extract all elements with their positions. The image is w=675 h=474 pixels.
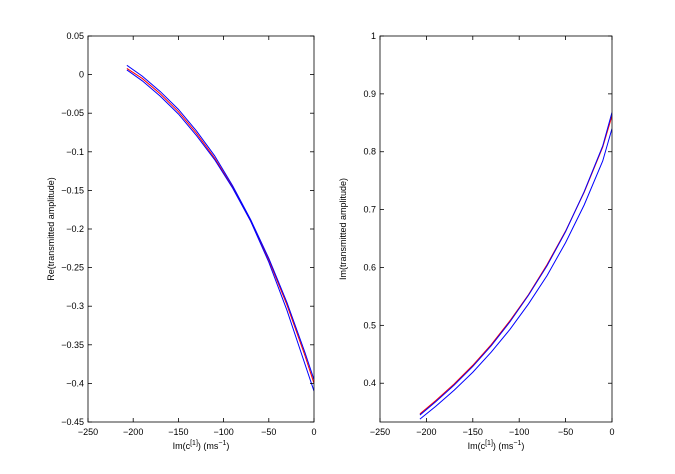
right-y-axis-label: Im(transmitted amplitude) bbox=[338, 178, 348, 280]
left-x-tick-label: −50 bbox=[261, 427, 276, 437]
right-x-tick-label: −50 bbox=[558, 427, 573, 437]
right-x-axis-label: Im(c[1]) (ms−1) bbox=[468, 440, 525, 451]
left-y-tick-label: −0.2 bbox=[66, 224, 84, 234]
left-x-tick-label: −150 bbox=[168, 427, 188, 437]
left-series-line-1 bbox=[126, 68, 314, 384]
right-y-ticks: 0.4 0.5 0.6 0.7 0.8 0.9 1 bbox=[363, 31, 612, 388]
right-chart-panel: −250 −200 −150 −100 −50 0 0.4 0.5 0.6 0.7 0.8 0.9 1… bbox=[338, 31, 615, 451]
right-series-line-2 bbox=[419, 112, 612, 416]
left-x-axis-label-tail: ) (ms bbox=[198, 441, 219, 451]
left-x-tick-label: −100 bbox=[213, 427, 233, 437]
right-x-tick-label: −150 bbox=[463, 427, 483, 437]
left-y-tick-label: −0.1 bbox=[66, 147, 84, 157]
right-y-tick-label: 0.5 bbox=[363, 320, 376, 330]
left-y-tick-label: −0.3 bbox=[66, 301, 84, 311]
right-x-axis-label-main: Im(c bbox=[468, 441, 486, 451]
left-axes-frame bbox=[87, 35, 315, 423]
right-y-tick-label: 0.4 bbox=[363, 378, 376, 388]
left-plot-area bbox=[126, 64, 314, 392]
left-y-tick-label: −0.25 bbox=[61, 263, 84, 273]
left-y-tick-label: 0.05 bbox=[66, 31, 84, 41]
right-y-tick-label: 1 bbox=[371, 31, 376, 41]
left-x-tick-label: −250 bbox=[78, 427, 98, 437]
right-x-tick-label: −200 bbox=[416, 427, 436, 437]
left-y-tick-label: −0.05 bbox=[61, 108, 84, 118]
right-x-axis-label-tail: ) (ms bbox=[493, 441, 514, 451]
right-x-ticks: −250 −200 −150 −100 −50 0 bbox=[370, 36, 615, 437]
right-axes-frame bbox=[379, 35, 613, 423]
right-y-tick-label: 0.7 bbox=[363, 205, 376, 215]
left-y-ticks: −0.45 −0.4 −0.35 −0.3 −0.25 −0.2 −0.15 −0.1 −0.0… bbox=[61, 31, 314, 427]
left-x-axis-label: Im(c[1]) (ms−1) bbox=[173, 440, 230, 451]
left-x-ticks: −250 −200 −150 −100 −50 0 bbox=[78, 36, 317, 437]
right-x-axis-label-close: ) bbox=[521, 441, 524, 451]
left-chart-panel: −250 −200 −150 −100 −50 0 −0.45−0.4−0.35−0.3−… bbox=[46, 31, 317, 451]
right-plot-area bbox=[419, 112, 612, 420]
left-series-line-2 bbox=[126, 64, 314, 380]
left-x-axis-label-close: ) bbox=[226, 441, 229, 451]
left-y-tick-label: −0.4 bbox=[66, 378, 84, 388]
right-x-tick-label: 0 bbox=[609, 427, 614, 437]
right-x-axis-label-unit-sup: −1 bbox=[513, 440, 521, 447]
left-series-line-3 bbox=[126, 69, 314, 392]
right-y-tick-label: 0.9 bbox=[363, 89, 376, 99]
left-y-tick-label: −0.35 bbox=[61, 340, 84, 350]
right-x-tick-label: −250 bbox=[370, 427, 390, 437]
left-x-tick-label: 0 bbox=[311, 427, 316, 437]
left-x-axis-label-sup: [1] bbox=[190, 440, 198, 447]
left-x-axis-label-unit-sup: −1 bbox=[218, 440, 226, 447]
left-y-tick-label: −0.15 bbox=[61, 185, 84, 195]
left-x-axis-label-main: Im(c bbox=[173, 441, 191, 451]
right-y-tick-label: 0.6 bbox=[363, 262, 376, 272]
right-series-line-1 bbox=[419, 115, 612, 415]
right-y-tick-label: 0.8 bbox=[363, 147, 376, 157]
right-series-line-3 bbox=[419, 128, 612, 420]
left-y-tick-label: 0 bbox=[79, 70, 84, 80]
right-x-axis-label-sup: [1] bbox=[485, 440, 493, 447]
left-y-axis-label: Re(transmitted amplitude) bbox=[46, 177, 56, 281]
left-x-tick-label: −200 bbox=[123, 427, 143, 437]
right-x-tick-label: −100 bbox=[509, 427, 529, 437]
left-y-tick-label: −0.45 bbox=[61, 417, 84, 427]
